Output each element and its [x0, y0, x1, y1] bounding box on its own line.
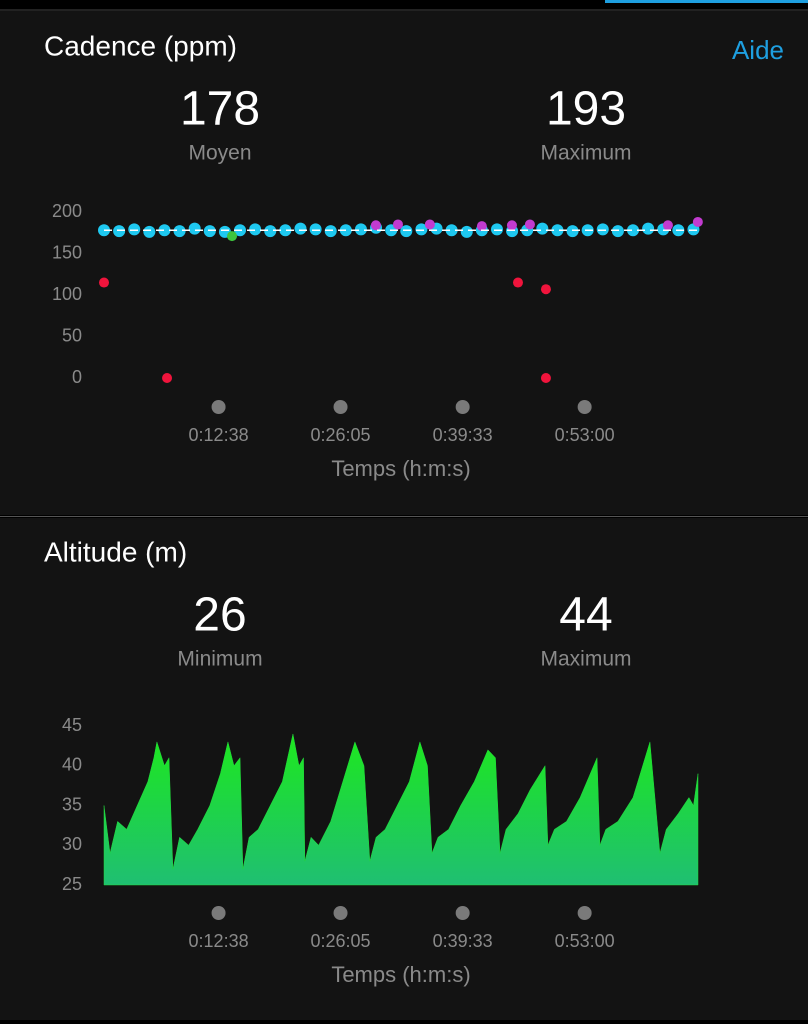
data-point — [188, 222, 201, 235]
y-tick-label: 50 — [62, 325, 82, 345]
stat-value: 26 — [193, 589, 246, 642]
x-axis-title: Temps (h:m:s) — [331, 456, 470, 481]
y-tick-label: 40 — [62, 755, 82, 775]
data-point — [506, 220, 517, 231]
y-tick-label: 100 — [52, 284, 82, 304]
data-point — [158, 224, 171, 237]
x-tick-label: 0:12:38 — [189, 931, 249, 951]
data-point — [566, 225, 579, 238]
x-tick-label: 0:39:33 — [433, 931, 493, 951]
stat-label: Maximum — [540, 648, 631, 671]
data-point — [460, 225, 473, 238]
data-point — [324, 225, 337, 238]
data-point — [99, 277, 109, 288]
y-tick-label: 150 — [52, 242, 82, 262]
data-point — [490, 223, 503, 236]
data-point — [143, 225, 156, 238]
x-tick-mark — [455, 906, 470, 920]
x-tick-label: 0:53:00 — [555, 425, 615, 445]
data-point — [400, 225, 413, 238]
data-point — [294, 222, 307, 235]
data-point — [354, 223, 367, 236]
x-tick-mark — [577, 906, 592, 920]
y-tick-label: 35 — [62, 794, 82, 814]
x-tick-mark — [333, 906, 348, 920]
data-point — [415, 223, 428, 236]
panel — [0, 11, 808, 515]
area — [103, 733, 699, 886]
data-point — [113, 225, 126, 238]
data-point — [627, 224, 640, 237]
x-tick-mark — [333, 400, 348, 414]
data-point — [476, 221, 487, 232]
stat-value: 193 — [546, 83, 626, 136]
data-point — [540, 373, 551, 383]
y-tick-label: 25 — [62, 874, 82, 894]
data-point — [662, 220, 673, 231]
x-tick-label: 0:26:05 — [311, 931, 371, 951]
data-point — [445, 224, 458, 237]
y-tick-label: 30 — [62, 834, 82, 854]
data-point — [611, 225, 624, 238]
data-point — [370, 220, 381, 231]
data-point — [536, 222, 549, 235]
data-point — [596, 223, 609, 236]
x-tick-label: 0:26:05 — [311, 425, 371, 445]
stat-value: 44 — [559, 589, 612, 642]
x-tick-mark — [455, 400, 470, 414]
y-tick-label: 0 — [72, 367, 82, 387]
data-point — [203, 225, 216, 238]
data-point — [162, 373, 173, 383]
chart-title: Altitude (m) — [44, 536, 187, 567]
y-tick-label: 200 — [52, 201, 82, 221]
data-point — [309, 223, 322, 236]
data-point — [524, 219, 535, 230]
x-tick-mark — [211, 906, 226, 920]
y-tick-label: 45 — [62, 715, 82, 735]
panel — [0, 518, 808, 1020]
help-link[interactable]: Aide — [732, 35, 784, 65]
stat-label: Moyen — [188, 142, 251, 165]
data-point — [692, 216, 703, 227]
x-tick-label: 0:53:00 — [555, 931, 615, 951]
x-axis-title: Temps (h:m:s) — [331, 962, 470, 987]
data-point — [551, 224, 564, 237]
data-point — [128, 223, 141, 236]
data-point — [642, 222, 655, 235]
data-point — [173, 225, 186, 238]
x-tick-label: 0:39:33 — [433, 425, 493, 445]
x-tick-mark — [577, 400, 592, 414]
x-tick-label: 0:12:38 — [189, 425, 249, 445]
stat-label: Minimum — [177, 648, 262, 671]
x-tick-mark — [211, 400, 226, 414]
data-point — [540, 284, 551, 295]
data-point — [249, 223, 262, 236]
tab-indicator — [605, 0, 808, 3]
data-point — [424, 219, 435, 230]
data-point — [392, 219, 403, 230]
stat-label: Maximum — [540, 142, 631, 165]
data-point — [512, 277, 523, 288]
data-point — [264, 225, 277, 238]
stat-value: 178 — [180, 83, 260, 136]
data-point — [227, 231, 238, 242]
data-point — [279, 224, 292, 237]
chart-title: Cadence (ppm) — [44, 30, 237, 61]
